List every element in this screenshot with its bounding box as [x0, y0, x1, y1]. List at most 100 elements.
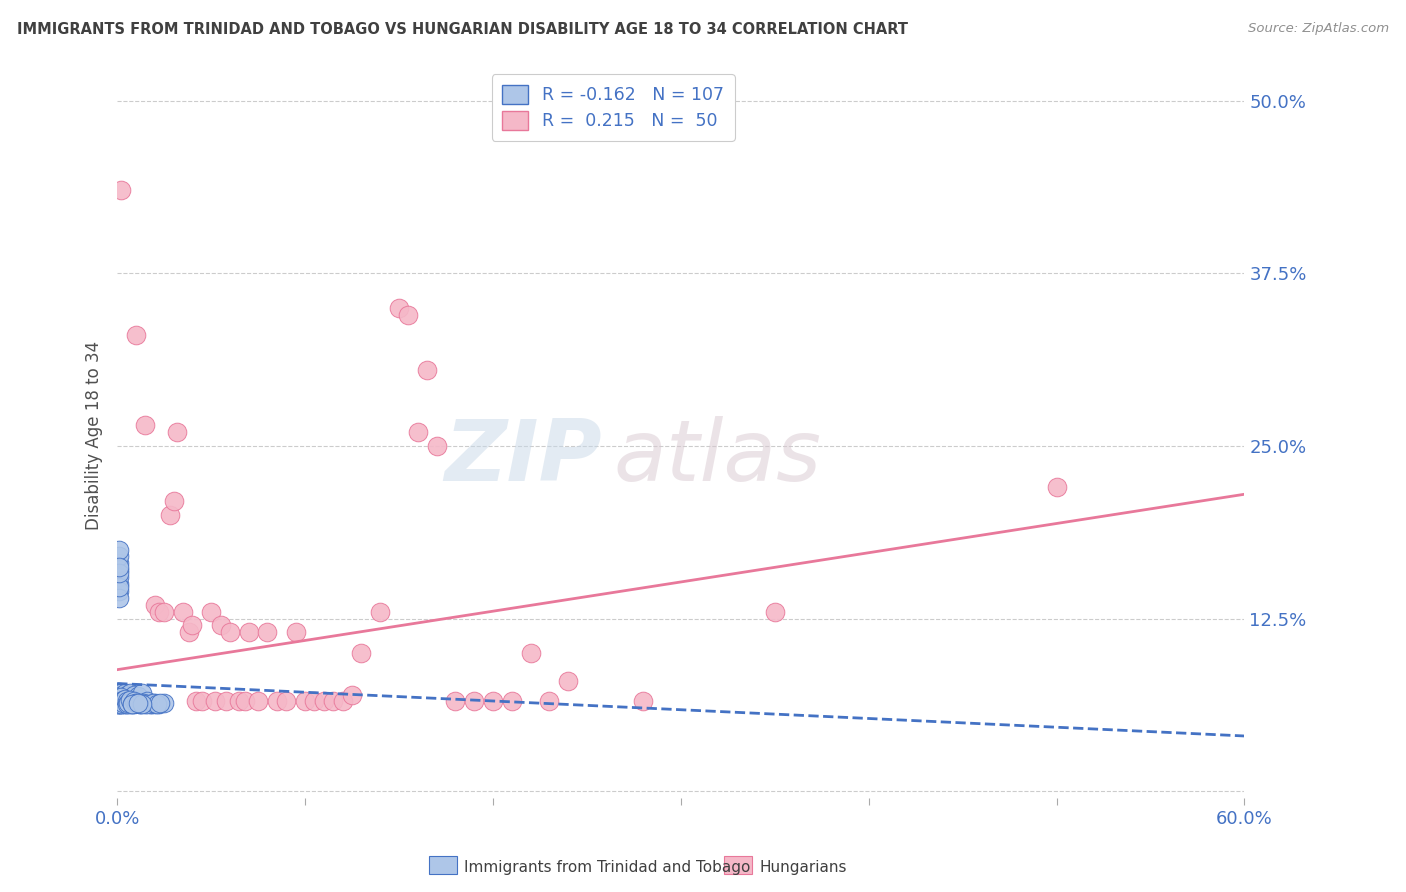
Point [125, 328, 148, 343]
Point [110, 690, 132, 705]
Point [110, 691, 132, 706]
Point [105, 688, 128, 702]
Point [120, 693, 142, 707]
Point [108, 686, 131, 700]
Point [115, 691, 138, 706]
Point [110, 183, 132, 197]
Point [115, 697, 138, 711]
Text: Source: ZipAtlas.com: Source: ZipAtlas.com [1249, 22, 1389, 36]
Point [238, 625, 260, 640]
Point [519, 646, 541, 660]
Point [266, 694, 288, 708]
Point [111, 697, 134, 711]
Point [233, 694, 256, 708]
Point [127, 689, 149, 703]
Point [131, 686, 153, 700]
Point [631, 694, 654, 708]
Point [108, 694, 131, 708]
Point [122, 688, 145, 702]
Point [181, 618, 204, 632]
Point [134, 697, 156, 711]
Point [120, 697, 142, 711]
Point [114, 694, 136, 708]
Point [247, 694, 270, 708]
Point [501, 694, 523, 708]
Text: atlas: atlas [613, 416, 821, 499]
Point [134, 418, 156, 433]
Point [115, 688, 138, 702]
Point [120, 686, 142, 700]
Point [190, 694, 212, 708]
Point [209, 618, 232, 632]
Point [184, 694, 207, 708]
Point [108, 685, 131, 699]
Point [134, 696, 156, 710]
Point [204, 694, 226, 708]
Point [132, 696, 155, 710]
Point [145, 697, 167, 711]
Point [396, 308, 419, 322]
Point [127, 696, 149, 710]
Point [228, 694, 250, 708]
Point [128, 696, 150, 710]
Point [159, 508, 181, 522]
Point [406, 425, 429, 439]
Point [294, 694, 316, 708]
Text: IMMIGRANTS FROM TRINIDAD AND TOBAGO VS HUNGARIAN DISABILITY AGE 18 TO 34 CORRELA: IMMIGRANTS FROM TRINIDAD AND TOBAGO VS H… [17, 22, 908, 37]
Point [219, 625, 242, 640]
Point [340, 688, 363, 702]
Point [125, 696, 148, 710]
Point [108, 696, 131, 710]
Point [128, 697, 150, 711]
Point [114, 697, 136, 711]
Point [108, 688, 131, 702]
Point [108, 560, 131, 574]
Point [110, 697, 132, 711]
Point [312, 694, 335, 708]
Point [136, 694, 159, 708]
Point [304, 694, 326, 708]
Point [128, 697, 150, 711]
Point [111, 689, 134, 703]
Point [108, 583, 131, 598]
Point [557, 673, 579, 688]
Point [108, 696, 131, 710]
Point [276, 694, 298, 708]
Point [122, 694, 145, 708]
Point [1045, 480, 1067, 494]
Point [332, 694, 354, 708]
Point [111, 693, 134, 707]
Text: ZIP: ZIP [444, 416, 602, 499]
Point [143, 697, 166, 711]
Point [368, 605, 391, 619]
Point [125, 696, 148, 710]
Point [115, 697, 138, 711]
Point [108, 689, 131, 703]
Point [763, 605, 786, 619]
Point [108, 697, 131, 711]
Point [148, 697, 170, 711]
Point [108, 580, 131, 594]
Point [538, 694, 561, 708]
Point [322, 694, 344, 708]
Point [108, 690, 131, 705]
Point [105, 690, 128, 705]
Point [105, 697, 128, 711]
Point [108, 691, 131, 706]
Point [108, 690, 131, 705]
Point [108, 557, 131, 571]
Point [108, 570, 131, 584]
Point [148, 605, 170, 619]
Point [108, 693, 131, 707]
Point [110, 690, 132, 705]
Point [131, 697, 153, 711]
Point [122, 697, 145, 711]
Point [108, 694, 131, 708]
Point [114, 690, 136, 705]
Point [127, 693, 149, 707]
Point [166, 425, 188, 439]
Point [426, 439, 449, 453]
Point [172, 605, 194, 619]
Point [114, 693, 136, 707]
Point [111, 696, 134, 710]
